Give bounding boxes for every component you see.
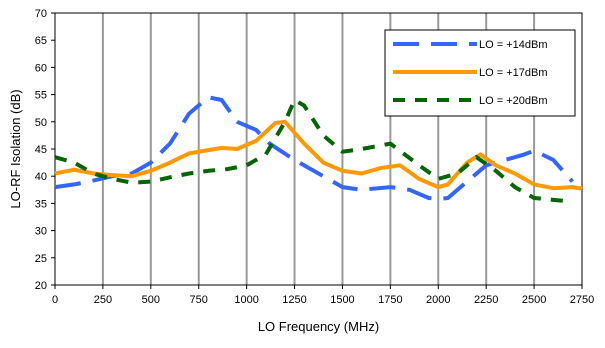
x-tick-label: 500	[142, 294, 160, 306]
x-tick-label: 2250	[474, 294, 498, 306]
y-tick-label: 20	[35, 280, 47, 292]
x-axis-ticks: 0 250 500 750 1000 1250 1500 1750 2000 2250 2500 27…	[52, 285, 594, 306]
legend-item: LO = +20dBm	[393, 95, 548, 107]
y-tick-label: 45	[35, 144, 47, 156]
x-tick-label: 1250	[282, 294, 306, 306]
y-tick-label: 55	[35, 90, 47, 102]
series-lines	[54, 95, 583, 203]
x-tick-label: 2500	[522, 294, 546, 306]
x-tick-label: 2750	[570, 294, 594, 306]
y-tick-label: 70	[35, 8, 47, 20]
y-tick-label: 40	[35, 171, 47, 183]
legend-label: LO = +17dBm	[479, 67, 548, 79]
y-tick-label: 35	[35, 198, 47, 210]
y-tick-label: 25	[35, 253, 47, 265]
y-tick-label: 60	[35, 62, 47, 74]
legend-label: LO = +14dBm	[479, 39, 548, 51]
legend: LO = +14dBm LO = +17dBm LO = +20dBm	[384, 29, 576, 117]
y-axis-label: LO-RF Isolation (dB)	[8, 89, 23, 208]
legend-label: LO = +20dBm	[479, 95, 548, 107]
x-axis-label: LO Frequency (MHz)	[258, 319, 379, 334]
legend-item: LO = +17dBm	[393, 67, 548, 79]
x-tick-label: 1500	[330, 294, 354, 306]
x-tick-label: 2000	[426, 294, 450, 306]
legend-item: LO = +14dBm	[393, 39, 548, 51]
series-line-2	[54, 119, 583, 191]
y-axis-ticks: 20 25 30 35 40 45 50 55 60 65 70	[35, 8, 55, 292]
x-tick-label: 0	[52, 294, 58, 306]
x-tick-label: 750	[190, 294, 208, 306]
x-tick-label: 250	[94, 294, 112, 306]
y-tick-label: 30	[35, 226, 47, 238]
y-tick-label: 50	[35, 117, 47, 129]
x-tick-label: 1000	[234, 294, 258, 306]
y-tick-label: 65	[35, 35, 47, 47]
x-tick-label: 1750	[378, 294, 402, 306]
